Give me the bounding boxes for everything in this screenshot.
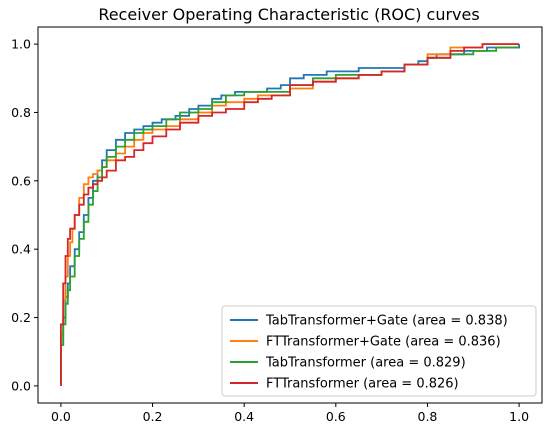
x-tick-label: 0.8 (418, 409, 438, 424)
y-tick-label: 0.8 (11, 105, 31, 120)
axis-ticks: 0.0 0.2 0.4 0.6 0.8 1.0 0.0 0.2 0.4 0.6 0.8 1.0 (11, 37, 529, 424)
series-lines (60, 43, 520, 386)
plot-frame (37, 26, 543, 404)
y-tick-label: 0.0 (11, 378, 31, 393)
legend-label: TabTransformer+Gate (area = 0.838) (265, 314, 508, 329)
x-tick-label: 0.6 (326, 409, 346, 424)
legend-label: FTTransformer+Gate (area = 0.836) (266, 335, 501, 350)
y-tick-label: 0.2 (11, 310, 31, 325)
y-tick-label: 0.4 (11, 242, 31, 257)
legend-box (221, 305, 537, 397)
legend: TabTransformer+Gate (area = 0.838) FTTran… (221, 305, 537, 397)
x-tick-label: 1.0 (509, 409, 529, 424)
legend-label: FTTransformer (area = 0.826) (266, 377, 459, 392)
series-line-4 (60, 43, 520, 386)
legend-label: TabTransformer (area = 0.829) (265, 356, 466, 371)
x-tick-label: 0.2 (143, 409, 163, 424)
y-tick-label: 1.0 (11, 37, 31, 52)
x-tick-label: 0.0 (51, 409, 71, 424)
chart-title: Receiver Operating Characteristic (ROC) … (98, 5, 479, 24)
y-tick-label: 0.6 (11, 173, 31, 188)
x-tick-label: 0.4 (234, 409, 254, 424)
